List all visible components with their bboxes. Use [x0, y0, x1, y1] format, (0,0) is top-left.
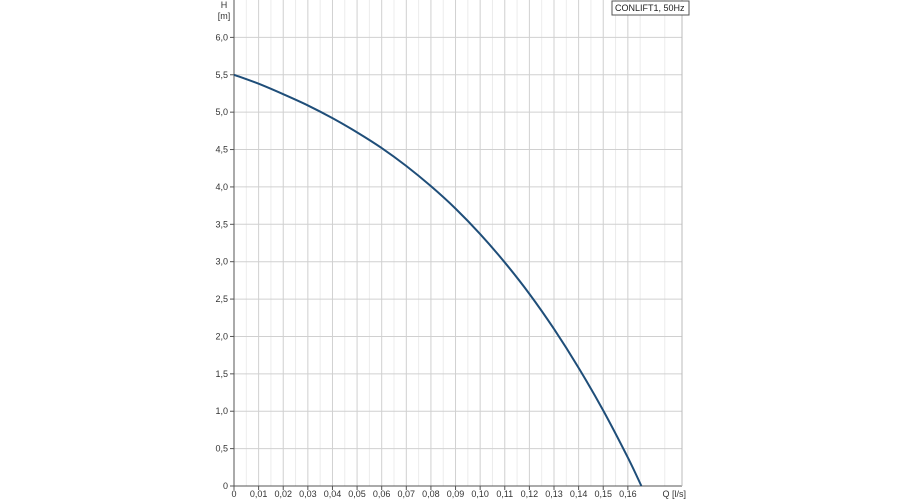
x-tick-label: 0,12: [521, 489, 539, 499]
x-tick-label: 0,09: [447, 489, 465, 499]
legend-text: CONLIFT1, 50Hz: [615, 3, 685, 13]
x-tick-label: 0,07: [398, 489, 416, 499]
y-tick-label: 0: [223, 481, 228, 491]
y-tick-label: 3,0: [215, 257, 228, 267]
y-tick-label: 3,5: [215, 219, 228, 229]
y-axis-label-line2: [m]: [218, 11, 231, 21]
grid-major: [234, 0, 682, 486]
y-tick-label: 5,5: [215, 70, 228, 80]
x-axis-label: Q [l/s]: [662, 489, 686, 499]
x-tick-label: 0,10: [471, 489, 489, 499]
x-tick-label: 0,01: [250, 489, 268, 499]
y-tick-label: 4,0: [215, 182, 228, 192]
x-tick-label: 0,06: [373, 489, 391, 499]
legend: CONLIFT1, 50Hz: [611, 0, 690, 16]
y-tick-label: 2,0: [215, 331, 228, 341]
y-tick-label: 1,5: [215, 369, 228, 379]
x-tick-labels: 0 0,01 0,02 0,03 0,04 0,05 0,06 0,07 0,08 0,09 0,1…: [231, 489, 636, 499]
x-tick-label: 0: [231, 489, 236, 499]
x-tick-label: 0,05: [348, 489, 366, 499]
grid-minor: [245, 0, 666, 486]
legend-box: [611, 0, 690, 16]
axes: [230, 0, 683, 490]
pump-curve-line: [233, 73, 643, 487]
y-axis-label-line1: H: [221, 0, 228, 10]
x-tick-label: 0,03: [299, 489, 317, 499]
curves: [233, 73, 643, 487]
y-tick-label: 0,5: [215, 444, 228, 454]
y-tick-label: 4,5: [215, 145, 228, 155]
x-tick-label: 0,15: [594, 489, 612, 499]
y-tick-label: 1,0: [215, 406, 228, 416]
x-tick-label: 0,14: [570, 489, 588, 499]
x-tick-label: 0,13: [545, 489, 563, 499]
y-tick-labels: 0 0,5 1,0 1,5 2,0 2,5 3,0 3,5 4,0 4,5 5,0 5,5 6,0: [215, 32, 228, 491]
y-tick-label: 5,0: [215, 107, 228, 117]
x-tick-label: 0,11: [496, 489, 513, 499]
y-tick-label: 2,5: [215, 294, 228, 304]
x-tick-label: 0,04: [324, 489, 342, 499]
x-tick-label: 0,02: [274, 489, 292, 499]
y-tick-label: 6,0: [215, 32, 228, 42]
x-tick-label: 0,08: [422, 489, 440, 499]
x-tick-label: 0,16: [619, 489, 637, 499]
